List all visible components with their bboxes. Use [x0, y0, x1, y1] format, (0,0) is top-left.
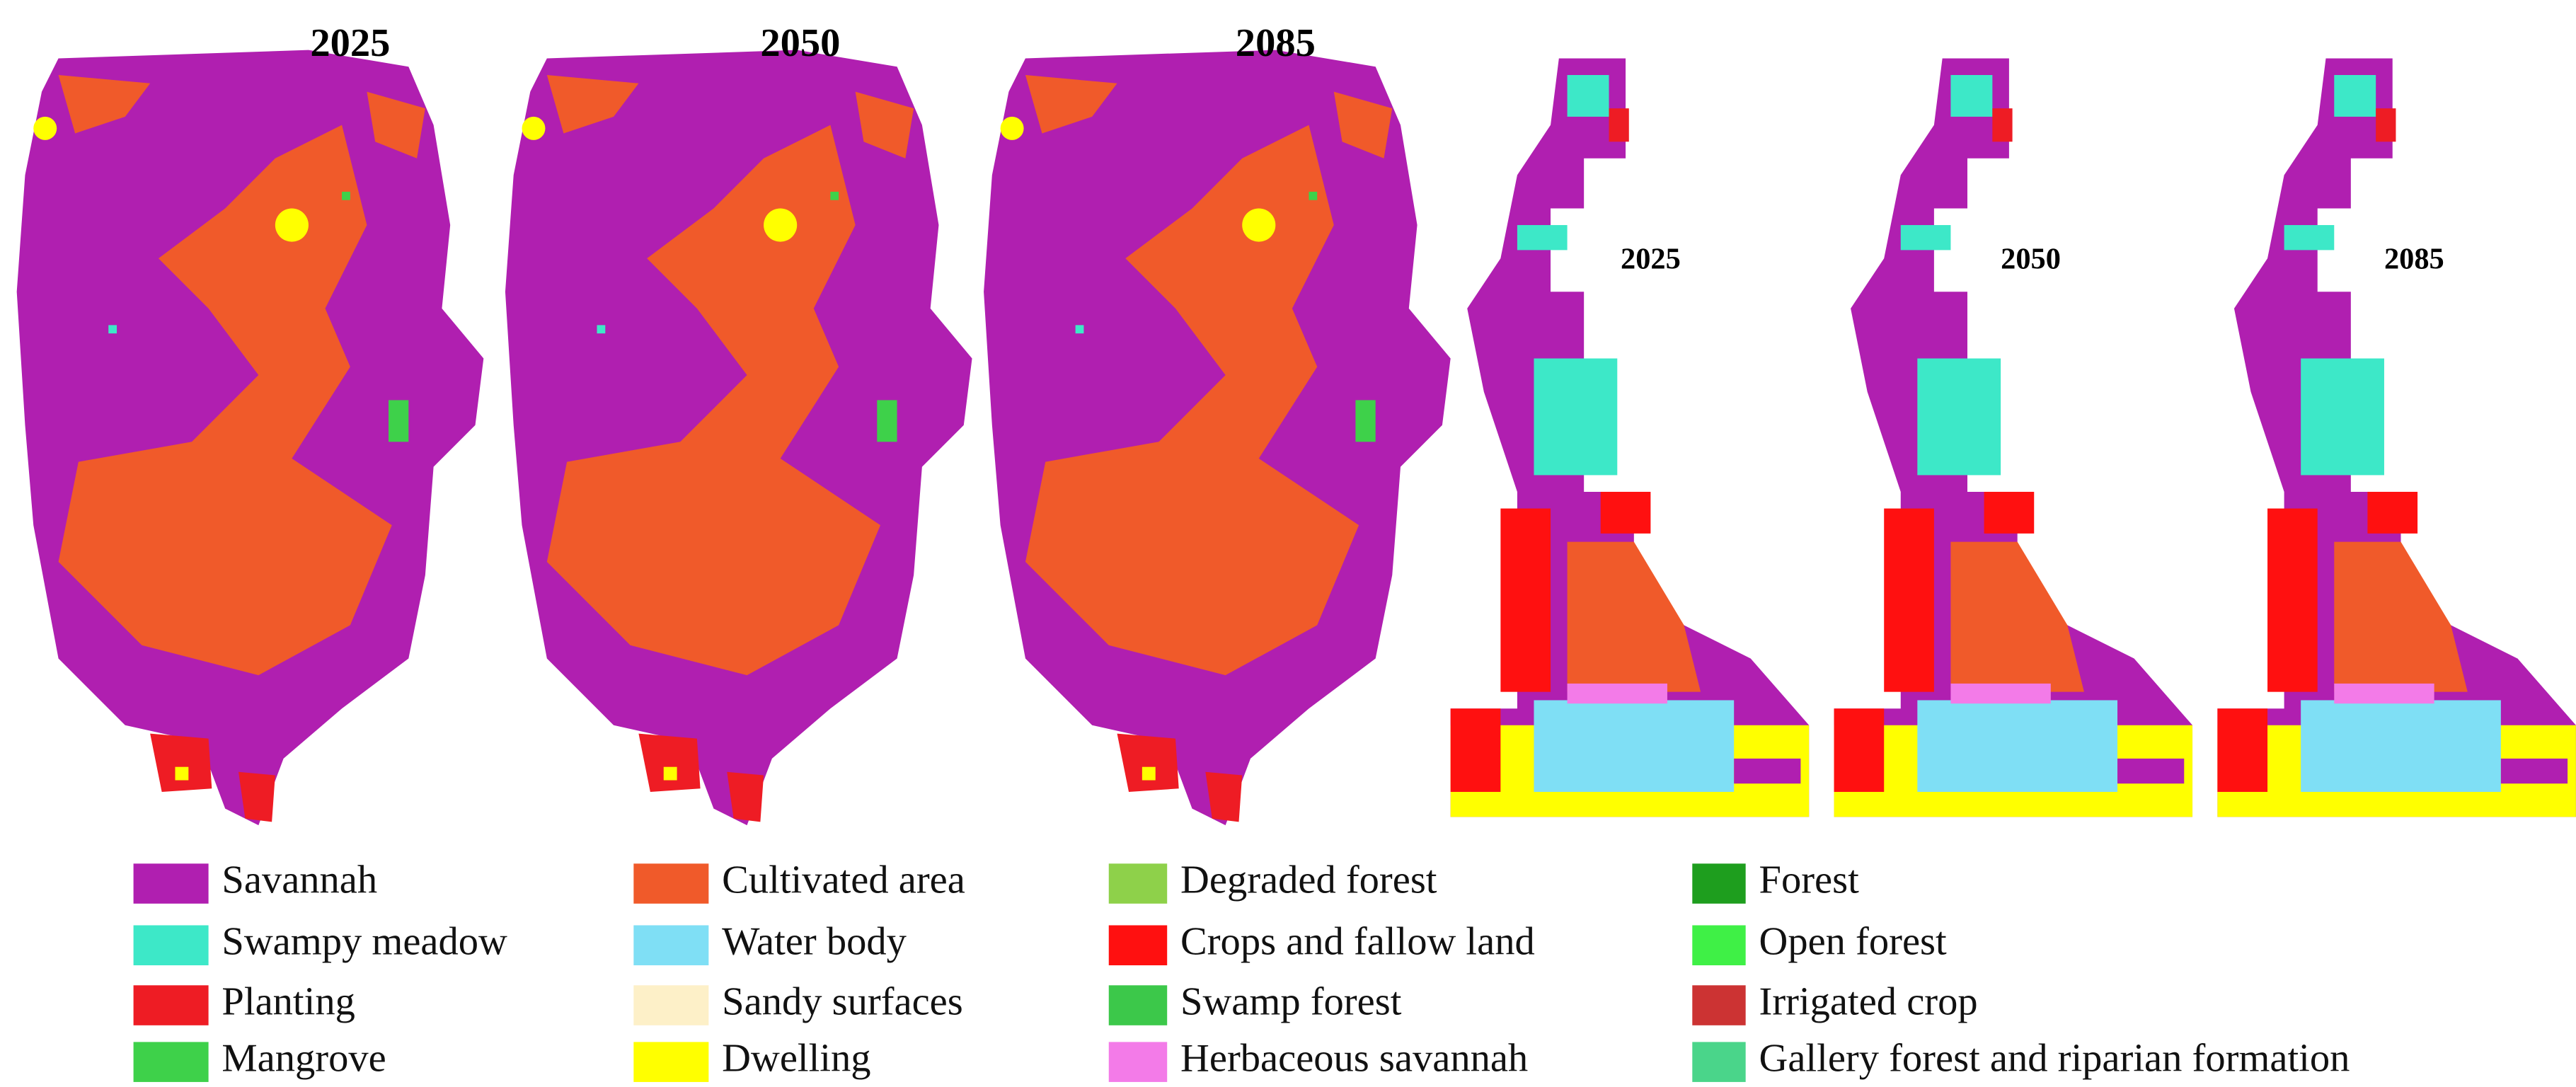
legend-label: Cultivated area — [722, 858, 965, 902]
year-label: 2085 — [1236, 21, 1316, 65]
legend-swatch — [1692, 1042, 1746, 1082]
legend-label: Sandy surfaces — [722, 980, 963, 1024]
legend-swatch — [1692, 925, 1746, 966]
legend-label: Crops and fallow land — [1180, 920, 1535, 964]
map-large — [984, 50, 1451, 826]
legend-label: Planting — [222, 980, 355, 1024]
year-label: 2050 — [760, 21, 840, 65]
legend-swatch — [633, 925, 709, 966]
map-small — [2217, 58, 2576, 817]
legend-label: Mangrove — [222, 1037, 386, 1081]
legend-label: Swampy meadow — [222, 920, 507, 964]
year-label: 2025 — [310, 21, 390, 65]
legend-swatch — [1108, 1042, 1168, 1082]
legend-label: Forest — [1759, 858, 1860, 902]
legend-swatch — [633, 863, 709, 904]
legend-swatch — [1692, 985, 1746, 1025]
legend-label: Dwelling — [722, 1037, 870, 1081]
legend-label: Savannah — [222, 858, 377, 902]
legend-swatch — [1108, 985, 1168, 1025]
legend-label: Swamp forest — [1180, 980, 1402, 1024]
legend-label: Open forest — [1759, 920, 1948, 964]
map-large — [505, 50, 972, 826]
map-small — [1450, 58, 1810, 817]
legend-swatch — [1692, 863, 1746, 904]
year-label: 2050 — [2001, 243, 2061, 276]
legend-label: Herbaceous savannah — [1180, 1037, 1528, 1081]
legend-swatch — [133, 1042, 209, 1082]
legend-label: Irrigated crop — [1759, 980, 1978, 1024]
legend-swatch — [133, 863, 209, 904]
map-small — [1834, 58, 2193, 817]
legend-swatch — [633, 1042, 709, 1082]
legend-swatch — [133, 925, 209, 966]
legend-swatch — [633, 985, 709, 1025]
legend-swatch — [1108, 863, 1168, 904]
legend-swatch — [133, 985, 209, 1025]
legend-swatch — [1108, 925, 1168, 966]
legend-label: Gallery forest and riparian formation — [1759, 1037, 2350, 1081]
legend-label: Degraded forest — [1180, 858, 1437, 902]
year-label: 2025 — [1621, 243, 1681, 276]
map-large — [16, 50, 484, 826]
legend-label: Water body — [722, 920, 907, 964]
year-label: 2085 — [2384, 243, 2444, 276]
